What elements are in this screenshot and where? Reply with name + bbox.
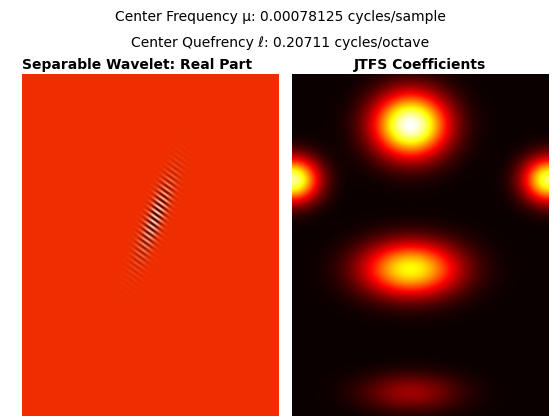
- Text: Separable Wavelet: Real Part: Separable Wavelet: Real Part: [22, 58, 253, 72]
- Text: Center Quefrency ℓ: 0.20711 cycles/octave: Center Quefrency ℓ: 0.20711 cycles/octav…: [131, 36, 429, 50]
- Title: JTFS Coefficients: JTFS Coefficients: [354, 58, 487, 72]
- Text: Center Frequency μ: 0.00078125 cycles/sample: Center Frequency μ: 0.00078125 cycles/sa…: [115, 10, 445, 24]
